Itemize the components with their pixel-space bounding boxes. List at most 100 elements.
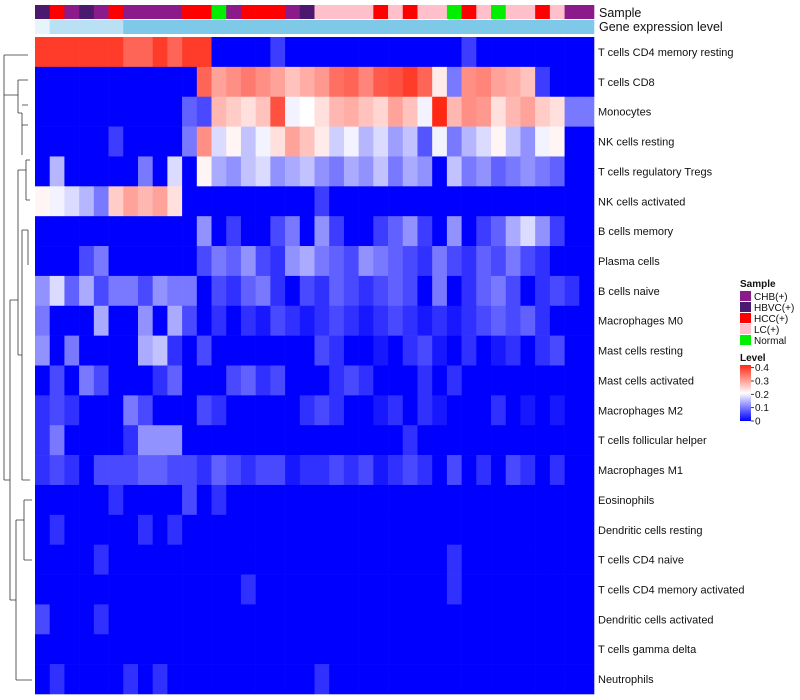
heatmap-cell xyxy=(520,664,536,695)
heatmap-cell xyxy=(432,455,448,486)
heatmap-cell xyxy=(64,664,80,695)
heatmap-cell xyxy=(343,484,359,516)
heatmap-cell xyxy=(270,156,286,187)
heatmap-cell xyxy=(270,246,286,277)
sample-legend-swatch xyxy=(740,313,751,323)
heatmap-cell xyxy=(285,664,301,695)
heatmap-cell xyxy=(461,37,477,68)
heatmap-cell xyxy=(417,365,433,396)
heatmap-cell xyxy=(535,574,551,605)
heatmap-cell xyxy=(64,246,80,277)
heatmap-cell xyxy=(329,156,345,187)
heatmap-cell xyxy=(461,455,477,486)
heatmap-cell xyxy=(255,156,271,187)
heatmap-cell xyxy=(343,275,359,307)
heatmap-cell xyxy=(388,574,404,605)
heatmap-cell xyxy=(432,664,448,695)
heatmap-cell xyxy=(358,246,374,277)
heatmap-cell xyxy=(255,216,271,247)
heatmap-cell xyxy=(285,484,301,516)
heatmap-cell xyxy=(49,37,65,68)
heatmap-cell xyxy=(137,96,153,127)
heatmap-cell xyxy=(579,455,595,486)
heatmap-cell xyxy=(152,425,168,456)
heatmap-cell xyxy=(211,275,227,307)
heatmap-cell xyxy=(299,574,315,605)
heatmap-cell xyxy=(137,216,153,247)
heatmap-cell xyxy=(373,156,389,187)
heatmap-cell xyxy=(343,186,359,217)
heatmap-cell xyxy=(329,634,345,665)
heatmap-cell xyxy=(461,216,477,247)
heatmap-cell xyxy=(49,96,65,127)
heatmap-cell xyxy=(579,96,595,127)
heatmap-cell xyxy=(461,305,477,336)
heatmap-cell xyxy=(240,216,256,247)
heatmap-cell xyxy=(108,275,124,307)
heatmap-cell xyxy=(520,156,536,187)
heatmap-cell xyxy=(388,634,404,665)
heatmap-cell xyxy=(388,544,404,575)
heatmap-cell xyxy=(270,96,286,127)
heatmap-cell xyxy=(491,335,507,366)
heatmap-cell xyxy=(564,634,580,665)
heatmap-cell xyxy=(564,365,580,396)
heatmap-cell xyxy=(152,305,168,336)
heatmap-cell xyxy=(49,126,65,157)
heatmap-cell xyxy=(329,544,345,575)
heatmap-cell xyxy=(402,66,418,98)
heatmap-cell xyxy=(373,37,389,68)
heatmap-cell xyxy=(182,664,198,695)
heatmap-cell xyxy=(240,96,256,127)
heatmap-cell xyxy=(255,395,271,426)
heatmap-cell xyxy=(549,425,565,456)
heatmap-cell xyxy=(196,156,212,187)
heatmap-cell xyxy=(564,484,580,516)
heatmap-cell xyxy=(549,96,565,127)
heatmap-cell xyxy=(226,66,242,98)
heatmap-cell xyxy=(49,544,65,575)
heatmap-cell xyxy=(270,604,286,635)
heatmap-cell xyxy=(285,66,301,98)
heatmap-cell xyxy=(152,395,168,426)
heatmap-cell xyxy=(64,126,80,157)
heatmap-cell xyxy=(196,305,212,336)
heatmap-cell xyxy=(255,275,271,307)
heatmap-cell xyxy=(329,425,345,456)
heatmap-cell xyxy=(123,634,139,665)
heatmap-cell xyxy=(476,216,492,247)
heatmap-cell xyxy=(64,634,80,665)
heatmap-cell xyxy=(299,96,315,127)
heatmap-cell xyxy=(137,335,153,366)
heatmap-cell xyxy=(211,66,227,98)
heatmap-cell xyxy=(476,275,492,307)
heatmap-cell xyxy=(93,634,109,665)
heatmap-cell xyxy=(535,37,551,68)
heatmap-cell xyxy=(240,365,256,396)
heatmap-cell xyxy=(79,425,95,456)
heatmap-cell xyxy=(64,37,80,68)
heatmap-cell xyxy=(388,484,404,516)
expression-anno-cell xyxy=(446,20,462,34)
heatmap-cell xyxy=(491,96,507,127)
heatmap-cell xyxy=(314,275,330,307)
heatmap-cell xyxy=(182,514,198,545)
heatmap-cell xyxy=(373,395,389,426)
row-label: T cells regulatory Tregs xyxy=(598,166,713,178)
heatmap-cell xyxy=(491,634,507,665)
row-label: Neutrophils xyxy=(598,674,654,686)
heatmap-cell xyxy=(314,66,330,98)
row-label: Dendritic cells activated xyxy=(598,614,714,626)
heatmap-cell xyxy=(35,425,51,456)
heatmap-cell xyxy=(182,216,198,247)
heatmap-cell xyxy=(358,96,374,127)
heatmap-cell xyxy=(446,664,462,695)
heatmap-cell xyxy=(270,275,286,307)
heatmap-cell xyxy=(64,544,80,575)
heatmap-cell xyxy=(579,66,595,98)
heatmap-cell xyxy=(373,455,389,486)
heatmap-cell xyxy=(564,425,580,456)
heatmap-cell xyxy=(388,37,404,68)
heatmap-cell xyxy=(535,275,551,307)
heatmap-cell xyxy=(417,514,433,545)
